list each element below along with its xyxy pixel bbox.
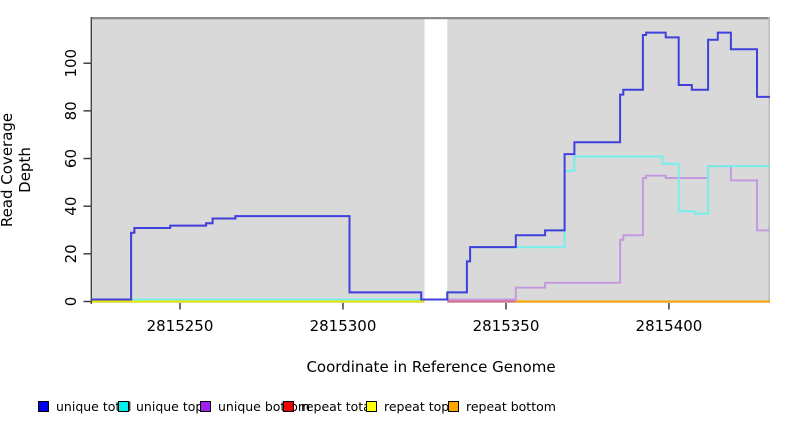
x-tick-label: 2815250 <box>147 317 214 335</box>
y-tick-label: 100 <box>62 49 80 78</box>
series-unique-total-line <box>92 31 770 301</box>
legend-swatch-unique-top <box>118 401 129 412</box>
legend-item-repeat-total: repeat total <box>283 399 374 414</box>
x-tick-label: 2815400 <box>636 317 703 335</box>
legend: unique total unique top unique bottom repea… <box>0 396 792 424</box>
legend-swatch-unique-total <box>38 401 49 412</box>
legend-swatch-unique-bottom <box>200 401 211 412</box>
y-tick-label: 60 <box>62 149 80 168</box>
x-axis-title: Coordinate in Reference Genome <box>306 358 556 376</box>
y-tick-label: 0 <box>62 297 80 307</box>
panel-border-top <box>92 17 770 20</box>
y-axis-title: Read Coverage Depth <box>0 112 34 228</box>
legend-swatch-repeat-top <box>366 401 377 412</box>
y-tick-label: 20 <box>62 244 80 263</box>
legend-label: unique total <box>56 399 132 414</box>
coverage-plot: 2815250 2815300 2815350 2815400 0 20 40 60 80 100 <box>62 17 770 335</box>
alignment-gap-band <box>424 19 448 304</box>
legend-item-unique-total: unique total <box>38 399 131 414</box>
legend-item-repeat-bottom: repeat bottom <box>448 399 556 414</box>
y-tick-label: 40 <box>62 197 80 216</box>
legend-swatch-repeat-total <box>283 401 294 412</box>
x-tick-label: 2815350 <box>473 317 540 335</box>
panel-border-right <box>768 17 770 303</box>
x-tick-label: 2815300 <box>310 317 377 335</box>
legend-label: repeat total <box>301 399 375 414</box>
legend-item-unique-top: unique top <box>118 399 203 414</box>
y-axis-line <box>90 17 92 304</box>
legend-label: repeat bottom <box>466 399 556 414</box>
y-tick-label: 80 <box>62 101 80 120</box>
legend-label: unique top <box>136 399 204 414</box>
legend-swatch-repeat-bottom <box>448 401 459 412</box>
legend-label: repeat top <box>384 399 450 414</box>
legend-item-repeat-top: repeat top <box>366 399 449 414</box>
